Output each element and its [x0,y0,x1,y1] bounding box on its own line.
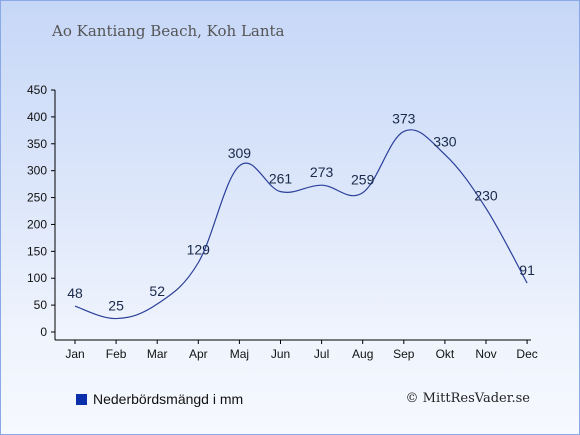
legend: Nederbördsmängd i mm [76,391,243,407]
x-tick-label: Jan [65,347,84,361]
data-label: 25 [108,298,124,314]
data-label: 259 [351,172,375,188]
data-label: 330 [433,134,457,150]
y-tick-label: 0 [40,325,47,339]
data-label: 273 [310,164,334,180]
y-tick-label: 200 [27,217,47,231]
y-tick-label: 450 [27,83,47,97]
x-tick-label: Sep [393,347,415,361]
y-tick-label: 250 [27,191,47,205]
data-label: 230 [474,187,498,203]
legend-label: Nederbördsmängd i mm [93,391,244,407]
x-tick-label: Jun [271,347,290,361]
legend-swatch [76,393,87,405]
data-label: 309 [228,145,252,161]
chart-title: Ao Kantiang Beach, Koh Lanta [52,22,285,40]
data-label: 261 [269,171,293,187]
x-tick-label: Okt [436,347,455,361]
y-tick-label: 350 [27,137,47,151]
y-tick-label: 150 [27,244,47,258]
x-tick-label: Nov [475,347,496,361]
x-tick-label: Apr [189,347,208,361]
x-tick-label: Maj [230,347,249,361]
x-tick-label: Dec [516,347,537,361]
data-label: 48 [67,285,83,301]
x-tick-label: Jul [314,347,329,361]
x-tick-label: Aug [352,347,373,361]
series-line [74,129,528,320]
data-label: 129 [187,242,211,258]
x-tick-label: Feb [106,347,127,361]
y-tick-label: 300 [27,164,47,178]
data-label: 91 [519,262,535,278]
y-tick-label: 400 [27,110,47,124]
data-label: 373 [392,110,416,126]
y-tick-label: 100 [27,271,47,285]
credit: © MittResVader.se [405,391,530,406]
y-tick-label: 50 [34,298,48,312]
data-label: 52 [149,283,165,299]
x-tick-label: Mar [147,347,168,361]
